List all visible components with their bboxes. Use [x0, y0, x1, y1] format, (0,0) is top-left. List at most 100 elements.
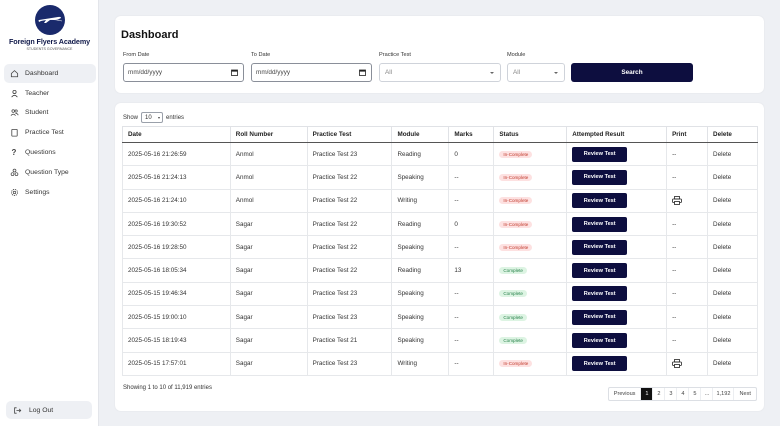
column-header-print[interactable]: Print: [666, 126, 709, 143]
cell-status: In-Complete: [493, 165, 568, 190]
delete-link[interactable]: Delete: [707, 188, 758, 213]
pagination-page[interactable]: 4: [676, 388, 688, 400]
practice-test-value: All: [385, 69, 393, 76]
calendar-icon[interactable]: [359, 69, 366, 76]
review-test-button[interactable]: Review Test: [572, 333, 628, 349]
calendar-icon[interactable]: [231, 69, 238, 76]
cell-practice-test: Practice Test 23: [306, 141, 393, 167]
sidebar-item-label: Questions: [25, 148, 56, 156]
cell-practice-test: Practice Test 23: [306, 351, 393, 376]
delete-link[interactable]: Delete: [707, 328, 758, 353]
cell-print: --: [666, 235, 709, 260]
results-table: Date Roll Number Practice Test Module Ma…: [122, 126, 758, 376]
cell-print: --: [666, 305, 709, 330]
printer-icon[interactable]: [672, 196, 682, 206]
logout-icon: [12, 405, 22, 415]
column-header-attempted-result[interactable]: Attempted Result: [566, 126, 668, 143]
pagination-next[interactable]: Next: [733, 388, 756, 400]
sidebar-item-practice-test[interactable]: Practice Test: [4, 123, 96, 142]
review-test-button[interactable]: Review Test: [572, 239, 628, 255]
question-icon: ?: [11, 147, 17, 157]
status-badge: Complete: [499, 337, 527, 345]
delete-link[interactable]: Delete: [707, 165, 758, 190]
delete-link[interactable]: Delete: [707, 281, 758, 307]
sidebar-item-question-type[interactable]: Question Type: [4, 163, 96, 182]
pagination-page[interactable]: 2: [652, 388, 664, 400]
cell-date: 2025-05-15 18:19:43: [122, 328, 231, 353]
pagination-previous[interactable]: Previous: [613, 391, 636, 397]
pagination-page[interactable]: 1,192: [712, 388, 733, 400]
entries-select[interactable]: 10: [141, 112, 164, 123]
delete-link[interactable]: Delete: [707, 235, 758, 260]
column-header-roll-number[interactable]: Roll Number: [229, 126, 308, 143]
practice-test-select[interactable]: All: [379, 63, 501, 82]
column-header-date[interactable]: Date: [122, 126, 231, 143]
review-test-button[interactable]: Review Test: [572, 216, 628, 232]
logout-button[interactable]: Log Out: [6, 401, 92, 419]
show-prefix: Show: [123, 114, 139, 121]
chevron-down-icon: [554, 72, 558, 74]
home-icon: [9, 68, 19, 78]
column-header-practice-test[interactable]: Practice Test: [306, 126, 393, 143]
delete-link[interactable]: Delete: [707, 211, 758, 237]
cell-status: In-Complete: [493, 188, 568, 213]
review-test-button[interactable]: Review Test: [572, 309, 628, 325]
cell-date: 2025-05-16 21:24:13: [122, 165, 231, 190]
column-header-delete[interactable]: Delete: [707, 126, 758, 143]
cell-module: Reading: [391, 258, 450, 283]
delete-link[interactable]: Delete: [707, 258, 758, 283]
to-date-input[interactable]: mm/dd/yyyy: [251, 63, 372, 82]
column-header-marks[interactable]: Marks: [448, 126, 495, 143]
review-test-button[interactable]: Review Test: [572, 286, 628, 302]
table-row: 2025-05-16 18:05:34 Sagar Practice Test 22…: [122, 258, 758, 283]
cell-date: 2025-05-16 18:05:34: [122, 258, 231, 283]
from-date-input[interactable]: mm/dd/yyyy: [123, 63, 244, 82]
search-button[interactable]: Search: [571, 63, 693, 82]
to-date-label: To Date: [251, 52, 271, 58]
sidebar-item-teacher[interactable]: Teacher: [4, 84, 96, 103]
delete-link[interactable]: Delete: [707, 351, 758, 376]
pagination-page[interactable]: 3: [664, 388, 676, 400]
cell-marks: 13: [448, 258, 495, 283]
cell-status: In-Complete: [493, 351, 568, 376]
sidebar-item-dashboard[interactable]: Dashboard: [4, 64, 96, 83]
review-test-button[interactable]: Review Test: [572, 263, 628, 279]
cell-print: --: [666, 141, 709, 167]
chevron-down-icon: [158, 117, 161, 119]
cell-roll-number: Sagar: [229, 211, 308, 237]
category-icon: [9, 167, 19, 177]
sidebar-item-settings[interactable]: Settings: [4, 183, 96, 202]
pagination-page[interactable]: 1: [640, 388, 653, 400]
delete-link[interactable]: Delete: [707, 141, 758, 167]
cell-roll-number: Sagar: [229, 305, 308, 330]
status-badge: In-Complete: [499, 243, 533, 251]
sidebar-nav: Dashboard Teacher Student Practice Test …: [4, 64, 96, 203]
cell-practice-test: Practice Test 22: [306, 235, 393, 260]
pagination-page[interactable]: 5: [688, 388, 700, 400]
cell-roll-number: Sagar: [229, 258, 308, 283]
table-row: 2025-05-15 17:57:01 Sagar Practice Test 23…: [122, 351, 758, 376]
sidebar-item-label: Question Type: [25, 168, 69, 176]
review-test-button[interactable]: Review Test: [572, 169, 628, 185]
cell-status: Complete: [493, 305, 568, 330]
table-row: 2025-05-16 19:28:50 Sagar Practice Test 22…: [122, 235, 758, 260]
cell-roll-number: Sagar: [229, 281, 308, 307]
table-body: 2025-05-16 21:26:59 Anmol Practice Test 23…: [122, 141, 758, 376]
review-test-button[interactable]: Review Test: [572, 193, 628, 209]
module-select[interactable]: All: [507, 63, 565, 82]
status-badge: Complete: [499, 290, 527, 298]
brand-logo[interactable]: Foreign Flyers Academy STUDENTS GOVERNAN…: [0, 5, 99, 55]
delete-link[interactable]: Delete: [707, 305, 758, 330]
status-badge: In-Complete: [499, 360, 533, 368]
sidebar-item-questions[interactable]: ? Questions: [4, 143, 96, 162]
column-header-module[interactable]: Module: [391, 126, 450, 143]
status-badge: In-Complete: [499, 197, 533, 205]
column-header-status[interactable]: Status: [493, 126, 568, 143]
cell-attempted-result: Review Test: [566, 235, 668, 260]
status-badge: In-Complete: [499, 150, 533, 158]
cell-marks: --: [448, 305, 495, 330]
review-test-button[interactable]: Review Test: [572, 146, 628, 162]
printer-icon[interactable]: [672, 359, 682, 369]
review-test-button[interactable]: Review Test: [572, 356, 628, 372]
sidebar-item-student[interactable]: Student: [4, 104, 96, 123]
